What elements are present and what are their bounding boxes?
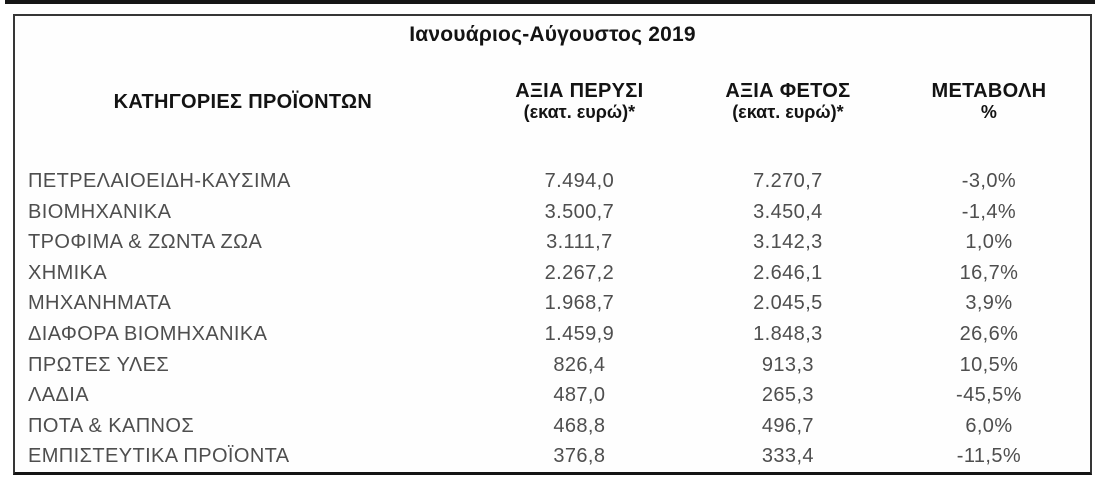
- table-row: ΧΗΜΙΚΑ 2.267,2 2.646,1 16,7%: [15, 258, 1090, 289]
- column-header-value-this-year: ΑΞΙΑ ΦΕΤΟΣ (εκατ. ευρώ)*: [688, 80, 888, 123]
- table-row: ΕΜΠΙΣΤΕΥΤΙΚΑ ΠΡΟΪΟΝΤΑ 376,8 333,4 -11,5%: [15, 441, 1090, 472]
- table-header-row: ΚΑΤΗΓΟΡΙΕΣ ΠΡΟΪΟΝΤΩΝ ΑΞΙΑ ΠΕΡΥΣΙ (εκατ. …: [15, 80, 1090, 123]
- change-pct-cell: 26,6%: [959, 322, 1019, 345]
- category-cell: ΧΗΜΙΚΑ: [28, 261, 108, 284]
- column-header-categories: ΚΑΤΗΓΟΡΙΕΣ ΠΡΟΪΟΝΤΩΝ: [15, 80, 471, 123]
- category-cell: ΜΗΧΑΝΗΜΑΤΑ: [28, 292, 172, 315]
- change-pct-cell: 6,0%: [965, 414, 1013, 437]
- change-pct-cell: -3,0%: [961, 170, 1017, 192]
- value-last-year-cell: 1.968,7: [544, 292, 615, 315]
- value-last-year-cell: 487,0: [553, 384, 606, 407]
- value-this-year-cell: 7.270,7: [753, 170, 823, 192]
- column-header-label: ΜΕΤΑΒΟΛΗ: [931, 80, 1047, 102]
- top-horizontal-rule: [5, 0, 1095, 4]
- category-cell: ΠΡΩΤΕΣ ΥΛΕΣ: [28, 353, 170, 376]
- category-cell: ΠΟΤΑ & ΚΑΠΝΟΣ: [28, 414, 195, 437]
- value-this-year-cell: 3.142,3: [753, 231, 823, 254]
- value-last-year-cell: 3.111,7: [546, 231, 613, 254]
- column-header-sub: %: [980, 102, 997, 122]
- category-cell: ΕΜΠΙΣΤΕΥΤΙΚΑ ΠΡΟΪΟΝΤΑ: [28, 445, 290, 468]
- value-last-year-cell: 2.267,2: [544, 261, 615, 284]
- change-pct-cell: -11,5%: [956, 445, 1022, 468]
- column-header-value-last-year: ΑΞΙΑ ΠΕΡΥΣΙ (εκατ. ευρώ)*: [471, 80, 688, 123]
- column-header-label: ΚΑΤΗΓΟΡΙΕΣ ΠΡΟΪΟΝΤΩΝ: [113, 90, 373, 113]
- value-this-year-cell: 1.848,3: [753, 322, 823, 345]
- value-last-year-cell: 468,8: [553, 414, 606, 437]
- table-row: ΛΑΔΙΑ 487,0 265,3 -45,5%: [15, 380, 1090, 411]
- column-header-sub: (εκατ. ευρώ)*: [523, 102, 636, 122]
- table-body: ΠΕΤΡΕΛΑΙΟΕΙΔΗ-ΚΑΥΣΙΜΑ 7.494,0 7.270,7 -3,0%…: [15, 166, 1090, 472]
- value-last-year-cell: 3.500,7: [544, 200, 615, 223]
- value-last-year-cell: 826,4: [553, 353, 606, 376]
- value-this-year-cell: 333,4: [761, 445, 814, 468]
- value-this-year-cell: 2.045,5: [753, 292, 823, 315]
- table-title: Ιανουάριος-Αύγουστος 2019: [409, 23, 696, 46]
- table-row: ΠΕΤΡΕΛΑΙΟΕΙΔΗ-ΚΑΥΣΙΜΑ 7.494,0 7.270,7 -3,0%: [15, 166, 1090, 197]
- category-cell: ΔΙΑΦΟΡΑ ΒΙΟΜΗΧΑΝΙΚΑ: [28, 322, 268, 345]
- change-pct-cell: -45,5%: [956, 384, 1022, 407]
- column-header-label: ΑΞΙΑ ΦΕΤΟΣ: [725, 80, 851, 102]
- table-row: ΒΙΟΜΗΧΑΝΙΚΑ 3.500,7 3.450,4 -1,4%: [15, 197, 1090, 228]
- column-header-label: ΑΞΙΑ ΠΕΡΥΣΙ: [515, 80, 644, 102]
- value-this-year-cell: 3.450,4: [753, 200, 823, 223]
- table-row: ΜΗΧΑΝΗΜΑΤΑ 1.968,7 2.045,5 3,9%: [15, 288, 1090, 319]
- column-header-change-pct: ΜΕΤΑΒΟΛΗ %: [888, 80, 1090, 123]
- change-pct-cell: 16,7%: [959, 261, 1019, 284]
- change-pct-cell: 3,9%: [965, 292, 1013, 315]
- category-cell: ΛΑΔΙΑ: [28, 384, 89, 407]
- table-row: ΠΟΤΑ & ΚΑΠΝΟΣ 468,8 496,7 6,0%: [15, 411, 1090, 442]
- value-this-year-cell: 496,7: [761, 414, 814, 437]
- table-row: ΔΙΑΦΟΡΑ ΒΙΟΜΗΧΑΝΙΚΑ 1.459,9 1.848,3 26,6%: [15, 319, 1090, 350]
- change-pct-cell: -1,4%: [961, 200, 1017, 223]
- category-cell: ΒΙΟΜΗΧΑΝΙΚΑ: [28, 200, 172, 223]
- table-row: ΠΡΩΤΕΣ ΥΛΕΣ 826,4 913,3 10,5%: [15, 350, 1090, 381]
- trade-summary-table: Ιανουάριος-Αύγουστος 2019 ΚΑΤΗΓΟΡΙΕΣ ΠΡΟ…: [13, 14, 1092, 475]
- value-last-year-cell: 376,8: [553, 445, 606, 468]
- value-last-year-cell: 7.494,0: [544, 170, 615, 192]
- value-this-year-cell: 2.646,1: [753, 261, 823, 284]
- value-this-year-cell: 913,3: [761, 353, 814, 376]
- value-last-year-cell: 1.459,9: [544, 322, 615, 345]
- column-header-sub: (εκατ. ευρώ)*: [732, 102, 844, 122]
- change-pct-cell: 10,5%: [959, 353, 1019, 376]
- value-this-year-cell: 265,3: [761, 384, 814, 407]
- category-cell: ΠΕΤΡΕΛΑΙΟΕΙΔΗ-ΚΑΥΣΙΜΑ: [28, 170, 291, 192]
- table-row: ΤΡΟΦΙΜΑ & ΖΩΝΤΑ ΖΩΑ 3.111,7 3.142,3 1,0%: [15, 227, 1090, 258]
- category-cell: ΤΡΟΦΙΜΑ & ΖΩΝΤΑ ΖΩΑ: [28, 231, 263, 254]
- change-pct-cell: 1,0%: [965, 231, 1013, 254]
